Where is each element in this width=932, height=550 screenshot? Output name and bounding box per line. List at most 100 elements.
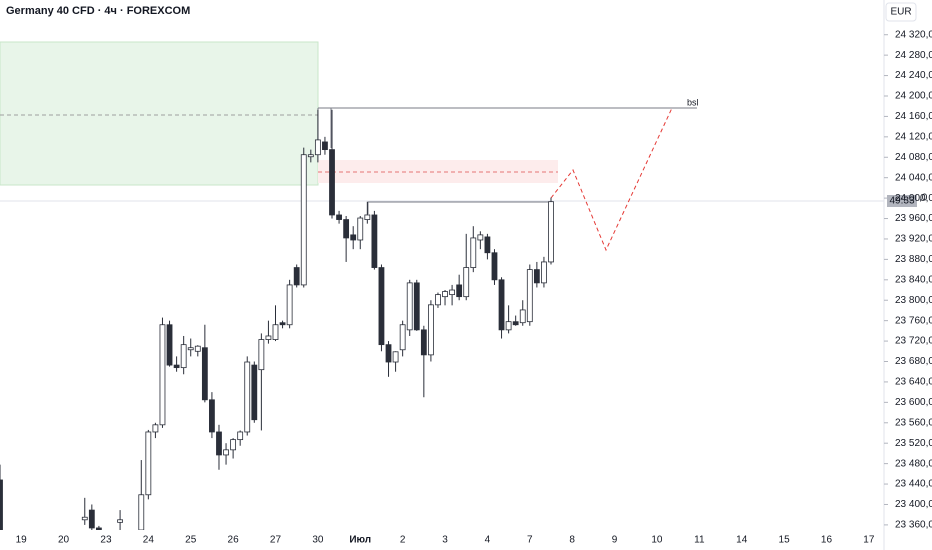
candle-body (533, 269, 540, 284)
price-label-tail: ,0 (919, 193, 928, 204)
candle-body (519, 309, 526, 324)
candle-body (314, 139, 321, 156)
x-tick-label: 24 (143, 535, 155, 546)
x-tick-label: 27 (270, 535, 282, 546)
candle-body (173, 364, 180, 369)
candle-body (145, 431, 152, 496)
y-tick-label: 24 240,0 (895, 70, 932, 81)
x-tick-label: 23 (100, 535, 112, 546)
price-label-box (887, 195, 917, 207)
candle-body (279, 322, 286, 326)
candle-body (463, 267, 470, 298)
candle-body (88, 509, 95, 529)
y-tick-label: 23 600,0 (895, 397, 932, 408)
candle-body (498, 279, 505, 331)
x-tick-label: 7 (527, 535, 533, 546)
candle-body (194, 345, 201, 352)
x-tick-label: 4 (485, 535, 491, 546)
candle-body (258, 339, 265, 371)
demand-zone (0, 41, 319, 186)
candle-body (300, 154, 307, 286)
candle-body (512, 321, 519, 326)
x-tick-label: 19 (16, 535, 28, 546)
candle-body (505, 321, 512, 331)
candle-body (541, 261, 547, 284)
candle-body (166, 324, 173, 366)
candle-body (406, 282, 413, 331)
candle-body (392, 351, 399, 363)
candle-body (477, 234, 484, 241)
candle-body (449, 289, 455, 296)
y-tick-label: 24 200,0 (895, 91, 932, 102)
y-tick-label: 23 800,0 (895, 295, 932, 306)
x-tick-label: 3 (442, 535, 448, 546)
candle-body (470, 237, 477, 268)
x-tick-label: 20 (58, 535, 70, 546)
candle-body (201, 347, 208, 401)
y-tick-label: 24 320,0 (895, 29, 932, 40)
currency-box[interactable] (885, 2, 917, 22)
candle-body (95, 527, 102, 530)
y-tick-label: 23 720,0 (895, 336, 932, 347)
candle-body (209, 399, 215, 433)
y-tick-label: 23 360,0 (895, 520, 932, 531)
y-tick-label: 23 640,0 (895, 377, 932, 388)
y-tick-label: 23 400,0 (895, 499, 932, 510)
candle-body (187, 347, 194, 351)
candle-body (244, 361, 251, 433)
candle-body (272, 324, 279, 340)
y-tick-label: 24 160,0 (895, 111, 932, 122)
y-tick-label: 23 840,0 (895, 274, 932, 285)
x-tick-label: 25 (185, 535, 197, 546)
candle-body (230, 439, 237, 451)
y-tick-label: 24 280,0 (895, 50, 932, 61)
candle-body (456, 284, 463, 298)
candle-body (216, 431, 222, 456)
candle-body (159, 324, 166, 426)
currency[interactable]: EUR (890, 7, 911, 18)
candle-body (336, 214, 342, 220)
x-tick-label: 9 (612, 535, 618, 546)
y-tick-label: 24 120,0 (895, 131, 932, 142)
candle-body (491, 252, 498, 281)
candle-body (548, 201, 554, 263)
y-tick-label: 24 040,0 (895, 172, 932, 183)
candle-body (378, 267, 385, 346)
candle-body (484, 236, 491, 254)
x-tick-label: 30 (312, 535, 324, 546)
x-tick-label: 16 (821, 535, 833, 546)
x-tick-label: 11 (694, 535, 705, 546)
candle-body (152, 424, 159, 433)
y-tick-label: 23 440,0 (895, 479, 932, 490)
candle-body (81, 516, 88, 521)
candle-body (138, 494, 145, 530)
candle-body (251, 364, 258, 421)
x-tick-label: 10 (651, 535, 663, 546)
candle-body (420, 329, 427, 356)
candle-body (237, 431, 244, 441)
y-tick-label: 23 960,0 (895, 213, 932, 224)
x-tick-label: 15 (779, 535, 791, 546)
x-tick-label: 8 (569, 535, 575, 546)
annotation: bsl (687, 97, 699, 107)
candle-body (385, 344, 392, 363)
y-tick-label: 23 760,0 (895, 315, 932, 326)
candle-body (526, 269, 533, 323)
y-tick-label: 24 080,0 (895, 152, 932, 163)
candle-body (307, 154, 314, 158)
x-tick-label: Июл (349, 535, 371, 546)
candle-body (435, 294, 441, 306)
candle-body (286, 284, 293, 326)
y-tick-label: 23 920,0 (895, 234, 932, 245)
x-tick-label: 17 (863, 535, 875, 546)
projection (550, 107, 673, 252)
candle-body (371, 214, 378, 268)
candle-body (180, 344, 187, 369)
y-tick-label: 24 000,0 (895, 193, 932, 204)
y-tick-label: 23 480,0 (895, 458, 932, 469)
candle-body (265, 335, 272, 340)
candle-body (428, 304, 434, 356)
x-tick-label: 26 (228, 535, 240, 546)
